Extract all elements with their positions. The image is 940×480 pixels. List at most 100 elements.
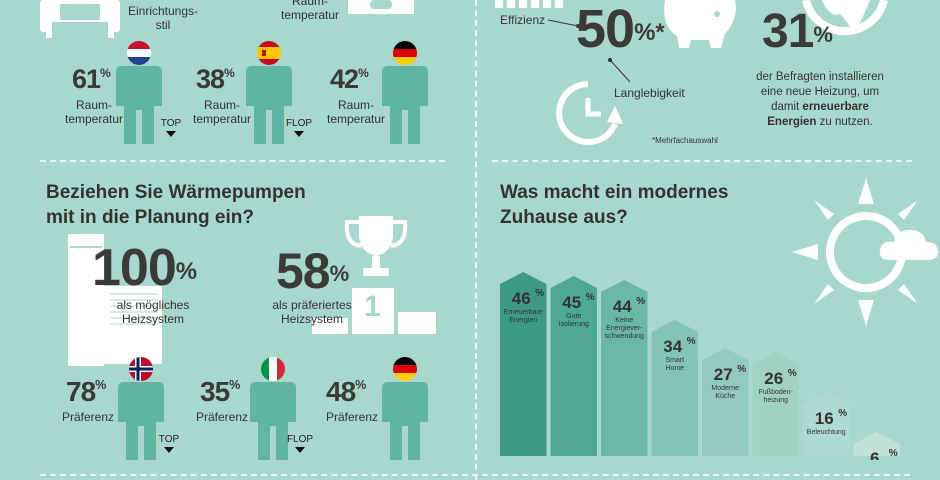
bars-icon xyxy=(495,0,563,8)
bar-8: 6%Keller xyxy=(853,432,900,460)
langlebigkeit-label: Langlebigkeit xyxy=(614,86,685,100)
section-title-waermepumpen: Beziehen Sie Wärmepumpen mit in die Plan… xyxy=(46,182,306,228)
cloud-icon xyxy=(879,230,938,260)
tag-flop: FLOP xyxy=(284,434,316,453)
bar-value: 26 xyxy=(764,369,783,388)
bar-label: Home xyxy=(665,365,684,372)
piggy-bank-icon xyxy=(664,0,736,48)
tag-top: TOP xyxy=(156,118,186,137)
percent-value: 42% xyxy=(330,64,369,94)
bar-shape xyxy=(853,432,900,456)
person-icon xyxy=(250,382,296,460)
armchair-icon xyxy=(40,0,120,38)
section-title-zuhause: Was macht ein modernes Zuhause aus? xyxy=(500,182,729,228)
person-label: Raum- temperatur xyxy=(326,98,386,126)
person-group-it: 35% Präferenz FLOP xyxy=(196,356,326,476)
percent-58: 58% xyxy=(276,243,350,299)
person-label: Präferenz xyxy=(325,410,379,424)
person-icon xyxy=(246,66,292,144)
flag-nl-icon xyxy=(127,41,151,65)
bar-7: 16 % Beleuchtung xyxy=(803,392,850,456)
bar-value: 6 xyxy=(870,449,879,460)
person-group-de-bottom: 48% Präferenz xyxy=(326,356,456,476)
label-58: als präferiertes Heizsystem xyxy=(272,298,352,326)
flag-de-icon xyxy=(393,357,417,381)
bar-shape xyxy=(803,392,850,456)
bar-shape xyxy=(550,276,597,456)
heat-pump-icon xyxy=(68,234,162,366)
percent-31: 31% xyxy=(762,5,833,58)
bar-value: 46 xyxy=(512,289,531,308)
bar-label: Moderne xyxy=(711,385,739,392)
tag-top: TOP xyxy=(154,434,184,453)
text-31: der Befragten installieren eine neue Hei… xyxy=(756,71,884,128)
bar-label: Fußboden- xyxy=(759,389,794,396)
bar-label: heizung xyxy=(763,397,788,404)
bar-value: 34 xyxy=(663,337,682,356)
person-label: Raum- temperatur xyxy=(64,98,124,126)
person-icon xyxy=(382,382,428,460)
percent-value: 61% xyxy=(72,64,111,94)
bar-shape xyxy=(752,352,799,456)
bar-percent-sign: % xyxy=(535,288,544,299)
percent-value: 78% xyxy=(66,376,107,407)
person-group-no: 78% Präferenz TOP xyxy=(62,356,192,476)
connector-lines xyxy=(548,19,631,83)
bar-shape xyxy=(702,348,749,456)
bar-percent-sign: % xyxy=(737,364,746,375)
vertical-divider xyxy=(475,0,477,480)
bar-label: Keine xyxy=(615,317,633,324)
person-group-es: 38% Raum- temperatur FLOP xyxy=(193,40,316,150)
horizontal-divider-left xyxy=(40,160,445,162)
bar-percent-sign: % xyxy=(586,292,595,303)
footnote: *Mehrfachauswahl xyxy=(652,136,718,145)
person-group-de-top: 42% Raum- temperatur xyxy=(326,40,448,150)
bar-shape xyxy=(500,272,547,456)
clock-icon xyxy=(556,81,623,145)
person-label: Präferenz xyxy=(195,410,249,424)
person-icon xyxy=(116,66,162,144)
bar-percent-sign: % xyxy=(687,336,696,347)
podium-number: 1 xyxy=(364,290,381,323)
sun-icon xyxy=(792,178,940,326)
bar-label: Smart xyxy=(665,357,684,364)
person-icon xyxy=(118,382,164,460)
bar-shape xyxy=(601,280,648,456)
percent-50: 50%* xyxy=(576,0,665,59)
bar-label: Küche xyxy=(715,393,735,400)
percent-100: 100% xyxy=(92,239,198,297)
thermostat-icon xyxy=(348,0,414,14)
globe-icon xyxy=(802,0,888,36)
podium-icon xyxy=(312,288,436,334)
percent-value: 48% xyxy=(326,376,367,407)
tag-flop: FLOP xyxy=(284,118,314,137)
bar-shape xyxy=(651,320,698,456)
person-icon xyxy=(382,66,428,144)
effizienz-label: Effizienz xyxy=(500,13,546,27)
raumtemperatur-top-label: Raum- temperatur xyxy=(280,0,340,22)
einrichtungsstil-label: Einrichtungs- stil xyxy=(127,4,199,32)
bar-value: 27 xyxy=(714,365,733,384)
flag-no-icon xyxy=(129,357,153,381)
bar-value: 45 xyxy=(562,293,581,312)
percent-value: 35% xyxy=(200,376,241,407)
bar-percent-sign: % xyxy=(838,408,847,419)
person-label: Präferenz xyxy=(61,410,115,424)
person-group-nl: 61% Raum- temperatur TOP xyxy=(65,40,190,150)
trophy-icon xyxy=(344,216,408,276)
bar-label: Isolierung xyxy=(559,321,589,328)
flag-es-icon xyxy=(257,41,281,65)
percent-value: 38% xyxy=(196,64,235,94)
bottom-divider xyxy=(40,474,910,476)
horizontal-divider-right xyxy=(492,160,912,162)
bar-percent-sign: % xyxy=(889,448,898,459)
bar-label: Energiever- xyxy=(606,325,643,332)
bar-value: 16 xyxy=(815,409,834,428)
person-label: Raum- temperatur xyxy=(192,98,252,126)
